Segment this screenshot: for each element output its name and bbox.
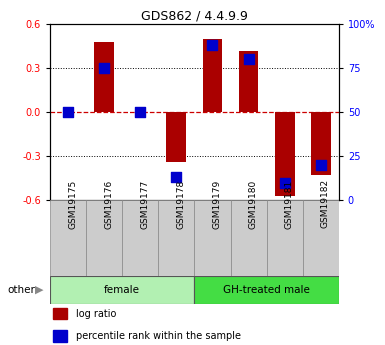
Text: GSM19179: GSM19179 [213, 179, 221, 228]
Bar [53, 308, 67, 319]
Bar [194, 276, 339, 304]
Bar [53, 330, 67, 342]
Bar [94, 42, 114, 112]
Bar [239, 51, 258, 112]
Text: GSM19175: GSM19175 [68, 179, 77, 228]
Text: female: female [104, 285, 140, 295]
Point [137, 109, 143, 115]
Point [173, 175, 179, 180]
Text: ▶: ▶ [35, 285, 43, 295]
Point [65, 109, 71, 115]
Point [281, 180, 288, 185]
Bar [231, 200, 266, 276]
Point [246, 57, 252, 62]
Bar [194, 200, 231, 276]
Bar [50, 200, 86, 276]
Point [101, 66, 107, 71]
Bar [203, 39, 223, 112]
Point [209, 42, 216, 48]
Bar [311, 112, 331, 175]
Bar [266, 200, 303, 276]
Text: other: other [8, 285, 35, 295]
Text: GSM19178: GSM19178 [176, 179, 186, 228]
Point [318, 162, 324, 168]
Bar [122, 200, 158, 276]
Text: log ratio: log ratio [76, 308, 116, 318]
Bar [166, 112, 186, 162]
Bar [50, 276, 194, 304]
Bar [86, 200, 122, 276]
Text: GSM19176: GSM19176 [104, 179, 113, 228]
Text: GH-treated male: GH-treated male [223, 285, 310, 295]
Text: GSM19181: GSM19181 [285, 179, 294, 228]
Bar [303, 200, 339, 276]
Text: percentile rank within the sample: percentile rank within the sample [76, 331, 241, 341]
Title: GDS862 / 4.4.9.9: GDS862 / 4.4.9.9 [141, 10, 248, 23]
Text: GSM19177: GSM19177 [140, 179, 149, 228]
Text: GSM19180: GSM19180 [249, 179, 258, 228]
Bar [158, 200, 194, 276]
Text: GSM19182: GSM19182 [321, 179, 330, 228]
Bar [275, 112, 295, 196]
